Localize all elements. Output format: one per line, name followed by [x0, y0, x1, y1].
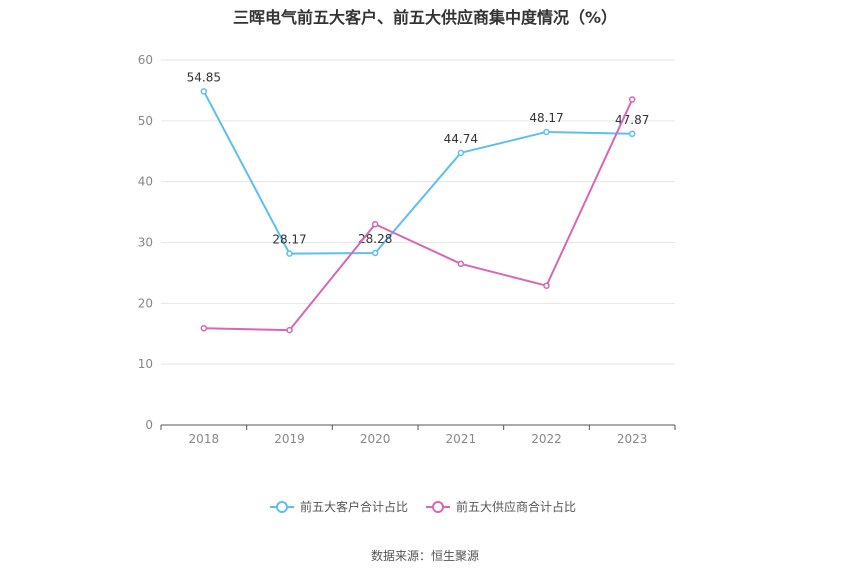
x-tick-label: 2023	[617, 432, 648, 446]
legend: 前五大客户合计占比 前五大供应商合计占比	[270, 499, 576, 514]
x-axis: 2018 2019 2020 2021 2022 2023	[160, 424, 676, 446]
data-point	[628, 130, 636, 138]
data-label: 44.74	[444, 132, 478, 146]
data-point	[200, 325, 208, 332]
y-tick-label: 60	[138, 53, 153, 67]
x-tick-label: 2020	[360, 432, 391, 446]
y-tick-label: 0	[145, 418, 153, 432]
data-point	[200, 88, 208, 95]
source-note: 数据来源：恒生聚源	[370, 549, 479, 563]
data-point	[543, 128, 550, 136]
gridlines	[161, 59, 675, 365]
x-tick-label: 2018	[189, 432, 220, 446]
x-tick-label: 2019	[274, 432, 305, 446]
legend-label: 前五大客户合计占比	[300, 499, 408, 514]
data-label: 48.17	[529, 111, 563, 125]
data-point	[371, 221, 379, 228]
legend-label: 前五大供应商合计占比	[456, 499, 576, 514]
legend-marker	[432, 501, 444, 513]
legend-item: 前五大供应商合计占比	[426, 499, 576, 514]
data-point	[628, 96, 636, 103]
y-tick-label: 40	[138, 175, 153, 189]
data-label: 54.85	[187, 70, 221, 84]
y-tick-label: 20	[138, 296, 153, 310]
series-line-0	[202, 90, 633, 255]
y-tick-label: 50	[138, 114, 153, 128]
series-line-1	[203, 99, 634, 332]
legend-marker	[276, 501, 288, 513]
data-point	[543, 282, 550, 289]
x-tick-label: 2022	[531, 432, 562, 446]
data-point	[286, 326, 293, 334]
data-point	[371, 249, 379, 257]
y-tick-label: 10	[138, 357, 153, 371]
data-point	[457, 149, 465, 157]
y-axis: 0 10 20 30 40 50 60	[138, 53, 153, 432]
x-tick-label: 2021	[446, 432, 477, 446]
y-tick-label: 30	[138, 236, 153, 250]
data-label: 28.17	[272, 233, 306, 247]
data-point	[457, 260, 465, 268]
legend-item: 前五大客户合计占比	[270, 499, 408, 514]
chart-title: 三晖电气前五大客户、前五大供应商集中度情况（%）	[232, 8, 618, 27]
data-point	[286, 250, 293, 257]
